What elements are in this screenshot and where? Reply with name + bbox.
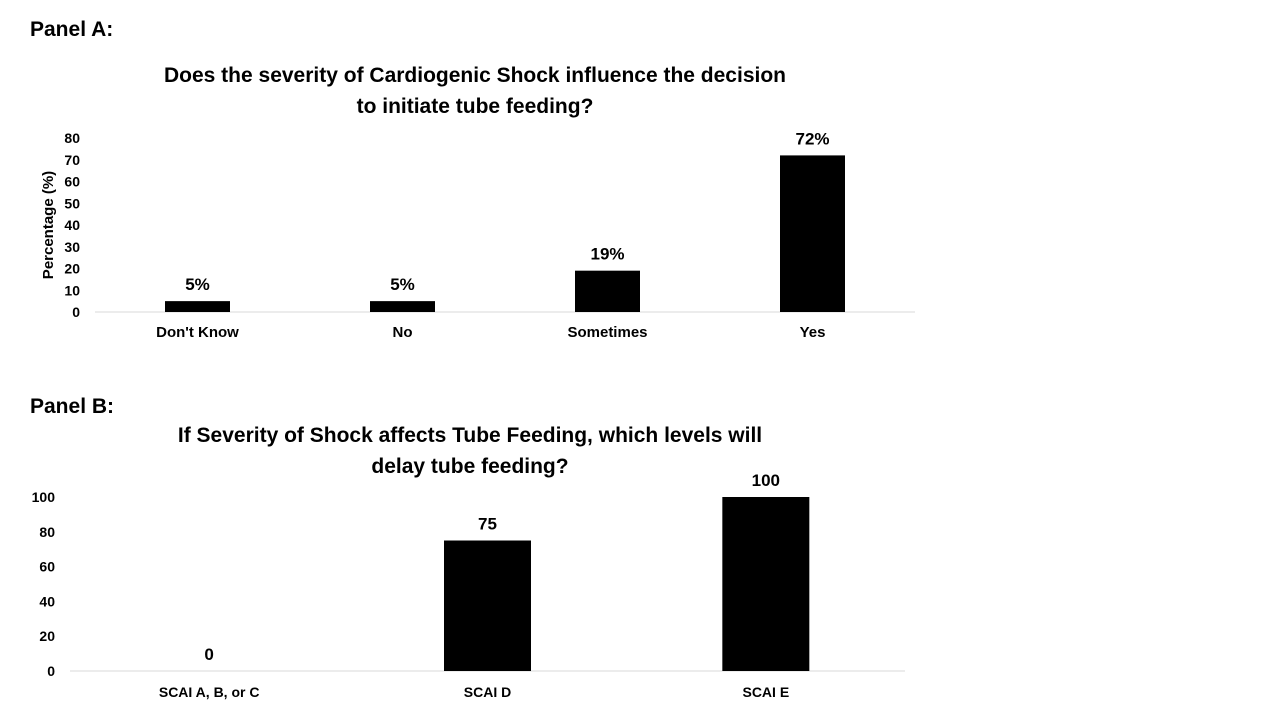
chart-a-ylabel: Percentage (%) (40, 171, 57, 279)
chart-b-title-line1: If Severity of Shock affects Tube Feedin… (177, 424, 763, 447)
chart-a-ytick-70: 70 (64, 152, 80, 168)
chart-a-bar-1 (370, 301, 435, 312)
chart-a-ytick-40: 40 (64, 217, 80, 233)
chart-a-ytick-80: 80 (64, 130, 80, 146)
panel-a-label: Panel A: (30, 18, 114, 41)
chart-a-title: Does the severity of Cardiogenic Shock i… (95, 60, 855, 122)
chart-b-ytick-0: 0 (47, 663, 55, 679)
chart-b-ytick-20: 20 (39, 628, 55, 644)
chart-b-ytick-80: 80 (39, 524, 55, 540)
chart-b-title-line2: delay tube feeding? (371, 455, 569, 478)
chart-a: 0 10 20 30 40 50 60 70 80 Percentage (%) 5% Don't K… (40, 129, 915, 341)
chart-a-ytick-60: 60 (64, 174, 80, 190)
chart-a-bar-3 (780, 155, 845, 312)
chart-b-title: If Severity of Shock affects Tube Feedin… (90, 420, 850, 482)
chart-b-bar-2 (722, 497, 810, 671)
chart-b-ytick-100: 100 (32, 489, 56, 505)
chart-a-bar-2 (575, 270, 640, 312)
chart-b-category-label-2: SCAI E (742, 684, 789, 700)
chart-a-title-line1: Does the severity of Cardiogenic Shock i… (164, 64, 786, 87)
chart-a-ytick-20: 20 (64, 261, 80, 277)
chart-b-category-label-0: SCAI A, B, or C (159, 684, 260, 700)
chart-a-bar-0 (165, 301, 230, 312)
chart-a-category-label-2: Sometimes (567, 324, 647, 341)
chart-a-ytick-10: 10 (64, 282, 80, 298)
chart-b-data-label-1: 75 (478, 515, 497, 534)
chart-b-category-label-1: SCAI D (464, 684, 511, 700)
chart-a-category-label-3: Yes (800, 324, 826, 341)
chart-a-category-label-0: Don't Know (156, 324, 239, 341)
chart-b-data-label-2: 100 (752, 471, 780, 490)
chart-a-category-label-1: No (393, 324, 413, 341)
chart-a-data-label-0: 5% (185, 275, 210, 294)
chart-a-ytick-30: 30 (64, 239, 80, 255)
chart-b: 0 20 40 60 80 100 0 SCAI A, B, or C 75 SCAI D 100 S… (32, 471, 905, 700)
chart-a-data-label-1: 5% (390, 275, 415, 294)
panel-b-label: Panel B: (30, 395, 115, 418)
chart-a-data-label-2: 19% (590, 245, 624, 264)
chart-b-ytick-40: 40 (39, 593, 55, 609)
chart-b-bar-1 (444, 540, 531, 671)
chart-a-data-label-3: 72% (795, 129, 829, 148)
chart-a-ytick-50: 50 (64, 195, 80, 211)
chart-a-title-line2: to initiate tube feeding? (356, 95, 594, 118)
chart-a-ytick-0: 0 (72, 304, 80, 320)
chart-b-ytick-60: 60 (39, 559, 55, 575)
chart-b-data-label-0: 0 (204, 645, 213, 664)
